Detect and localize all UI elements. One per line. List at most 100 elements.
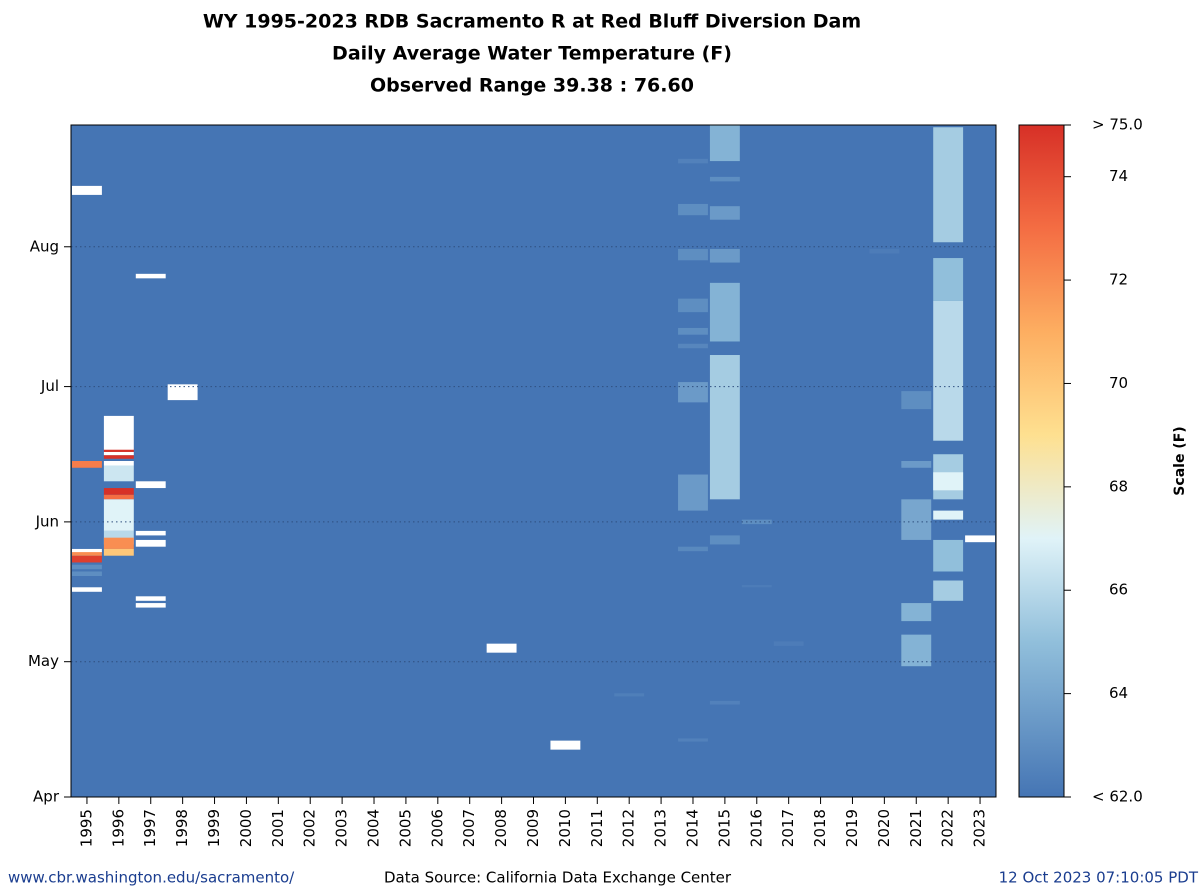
heat-cell bbox=[933, 258, 964, 301]
x-tick-label: 2009 bbox=[524, 809, 542, 847]
heat-cell bbox=[678, 298, 708, 313]
x-tick-label: 2001 bbox=[269, 809, 287, 847]
heat-cell bbox=[72, 551, 102, 556]
heat-cell bbox=[901, 461, 932, 468]
x-tick-label: 2022 bbox=[939, 809, 957, 847]
missing-cell bbox=[72, 548, 102, 553]
colorbar-tick-label: > 75.0 bbox=[1092, 116, 1143, 134]
colorbar-tick-label: 66 bbox=[1109, 581, 1128, 599]
x-tick-label: 2000 bbox=[237, 809, 255, 847]
heat-cell bbox=[709, 176, 740, 182]
heat-cell bbox=[678, 343, 708, 349]
heat-cell bbox=[72, 461, 102, 468]
missing-cell bbox=[72, 587, 102, 592]
heat-cell bbox=[933, 580, 964, 601]
footer-url[interactable]: www.cbr.washington.edu/sacramento/ bbox=[8, 869, 295, 887]
heat-cell bbox=[901, 499, 932, 540]
heat-cell bbox=[103, 455, 134, 459]
heat-cell bbox=[933, 472, 964, 491]
heat-cell bbox=[869, 249, 900, 254]
x-tick-label: 1996 bbox=[109, 809, 127, 847]
missing-cell bbox=[965, 535, 995, 543]
colorbar-tick-label: 74 bbox=[1109, 167, 1128, 185]
heat-cell bbox=[103, 494, 134, 500]
missing-cell bbox=[486, 643, 517, 653]
heat-cell bbox=[678, 158, 708, 164]
heat-cell bbox=[678, 327, 708, 335]
x-tick-label: 2019 bbox=[843, 809, 861, 847]
heat-cell bbox=[678, 474, 708, 511]
missing-cell bbox=[135, 530, 166, 536]
x-tick-label: 2020 bbox=[875, 809, 893, 847]
plot-frame bbox=[70, 124, 997, 798]
heat-cell bbox=[678, 382, 708, 403]
y-tick-label: Jun bbox=[35, 512, 59, 530]
colorbar-tick-label: 64 bbox=[1109, 684, 1128, 702]
chart-title: WY 1995-2023 RDB Sacramento R at Red Blu… bbox=[203, 11, 861, 33]
x-tick-label: 1995 bbox=[77, 809, 95, 847]
heat-cell bbox=[103, 488, 134, 495]
colorbar-tick-label: < 62.0 bbox=[1092, 788, 1143, 806]
missing-cell bbox=[135, 539, 166, 547]
heat-cell bbox=[709, 249, 740, 263]
x-tick-label: 2012 bbox=[620, 809, 638, 847]
heat-cell bbox=[678, 738, 708, 742]
heat-cell bbox=[103, 465, 134, 482]
x-tick-label: 2014 bbox=[683, 809, 701, 847]
missing-cell bbox=[135, 603, 166, 608]
x-tick-label: 2002 bbox=[301, 809, 319, 847]
missing-cell bbox=[167, 384, 198, 401]
x-tick-label: 2008 bbox=[492, 809, 510, 847]
y-tick-label: Apr bbox=[33, 788, 60, 806]
heat-cell bbox=[709, 206, 740, 220]
x-tick-label: 2007 bbox=[460, 809, 478, 847]
heat-cell bbox=[709, 282, 740, 342]
plot-background bbox=[71, 125, 996, 797]
heat-cell bbox=[709, 125, 740, 162]
missing-cell bbox=[135, 481, 166, 489]
colorbar-tick-label: 72 bbox=[1109, 271, 1128, 289]
missing-cell bbox=[103, 451, 134, 456]
heat-cell bbox=[773, 641, 804, 646]
footer-timestamp: 12 Oct 2023 07:10:05 PDT bbox=[999, 869, 1199, 887]
heat-cell bbox=[72, 555, 102, 563]
x-tick-label: 2018 bbox=[811, 809, 829, 847]
x-tick-label: 1999 bbox=[205, 809, 223, 847]
heat-cell bbox=[741, 519, 772, 525]
x-tick-label: 2015 bbox=[715, 809, 733, 847]
x-tick-label: 1997 bbox=[141, 809, 159, 847]
footer-source: Data Source: California Data Exchange Ce… bbox=[384, 869, 732, 887]
x-tick-label: 2005 bbox=[396, 809, 414, 847]
y-tick-label: Aug bbox=[30, 237, 59, 255]
x-tick-label: 2016 bbox=[747, 809, 765, 847]
heat-cell bbox=[709, 535, 740, 545]
heat-cell bbox=[741, 585, 772, 588]
x-tick-label: 2004 bbox=[365, 809, 383, 847]
missing-cell bbox=[135, 596, 166, 601]
x-tick-label: 2003 bbox=[333, 809, 351, 847]
heat-cell bbox=[678, 249, 708, 261]
x-tick-label: 2023 bbox=[971, 809, 989, 847]
chart-subtitle: Daily Average Water Temperature (F) bbox=[332, 43, 732, 65]
x-tick-label: 2017 bbox=[779, 809, 797, 847]
x-tick-label: 2011 bbox=[588, 809, 606, 847]
heat-cell bbox=[709, 355, 740, 500]
heat-cell bbox=[901, 634, 932, 667]
x-tick-label: 2006 bbox=[428, 809, 446, 847]
heat-cell bbox=[72, 564, 102, 570]
heat-cell bbox=[933, 510, 964, 520]
heat-cell bbox=[103, 448, 134, 452]
heat-cell bbox=[103, 537, 134, 549]
heat-cell bbox=[678, 203, 708, 216]
y-tick-label: May bbox=[28, 652, 59, 670]
missing-cell bbox=[72, 185, 102, 195]
heat-cell bbox=[103, 548, 134, 556]
heat-cell bbox=[103, 499, 134, 531]
heat-cell bbox=[933, 127, 964, 243]
chart-subtitle: Observed Range 39.38 : 76.60 bbox=[370, 75, 694, 97]
x-tick-label: 1998 bbox=[173, 809, 191, 847]
heat-cell bbox=[678, 546, 708, 552]
x-tick-label: 2010 bbox=[556, 809, 574, 847]
heat-cell bbox=[933, 300, 964, 441]
